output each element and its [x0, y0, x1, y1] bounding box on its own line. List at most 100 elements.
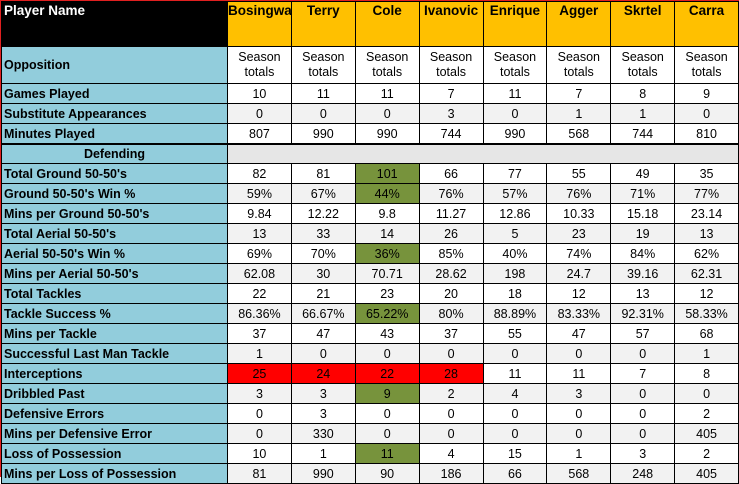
stat-label: Mins per Ground 50-50's	[1, 203, 228, 224]
stat-value-cell: 67%	[290, 183, 356, 204]
stat-label: Defensive Errors	[1, 403, 228, 424]
stat-value-cell: 0	[482, 103, 548, 124]
stat-value-cell: 9.8	[354, 203, 420, 224]
player-header-cell: Skrtel	[610, 1, 676, 47]
stat-row: Successful Last Man Tackle 1 0 0 0 0 0 0 1	[1, 343, 739, 364]
stat-value-cell: 9	[674, 83, 739, 104]
stat-value-cell: 59%	[227, 183, 292, 204]
stat-value-cell: 49	[610, 163, 676, 184]
stat-value-cell: 66	[482, 463, 548, 484]
stat-row: Mins per Aerial 50-50's 62.08 30 70.71 28.62…	[1, 263, 739, 284]
section-row: Defending	[1, 143, 739, 164]
stat-value-cell: 47	[546, 323, 612, 344]
stat-value-cell: 9	[354, 383, 420, 404]
stat-value-cell: 65.22%	[354, 303, 420, 324]
stat-value-cell: 0	[354, 343, 420, 364]
stat-value-cell: 23.14	[674, 203, 739, 224]
stat-value-cell: 26	[418, 223, 484, 244]
stat-value-cell: 10.33	[546, 203, 612, 224]
player-header-cell: Cole	[354, 1, 420, 47]
stat-value-cell: 3	[418, 103, 484, 124]
stat-value-cell: 12	[546, 283, 612, 304]
stat-label: Total Aerial 50-50's	[1, 223, 228, 244]
stat-value-cell: 43	[354, 323, 420, 344]
stat-value-cell: 68	[674, 323, 739, 344]
stat-value-cell: 0	[674, 103, 739, 124]
stat-value-cell: 744	[418, 123, 484, 145]
player-header-cell: Agger	[546, 1, 612, 47]
stat-value-cell: 990	[290, 463, 356, 484]
stat-label: Games Played	[1, 83, 228, 104]
stat-value-cell: 22	[227, 283, 292, 304]
stat-value-cell: 744	[610, 123, 676, 145]
stat-value-cell: 11	[354, 443, 420, 464]
stat-value-cell: 3	[290, 383, 356, 404]
player-header-cell: Carra	[674, 1, 739, 47]
stat-value-cell: 10	[227, 83, 292, 104]
stat-value-cell: 81	[227, 463, 292, 484]
stat-value-cell: 20	[418, 283, 484, 304]
stat-value-cell: 81	[290, 163, 356, 184]
stat-value-cell: 1	[610, 103, 676, 124]
stat-value-cell: 0	[354, 103, 420, 124]
stat-value-cell: 71%	[610, 183, 676, 204]
stat-value-cell: 62.08	[227, 263, 292, 284]
stat-label: Mins per Defensive Error	[1, 423, 228, 444]
stat-value-cell: 0	[610, 423, 676, 444]
stat-row: Total Ground 50-50's 82 81 101 66 77 55 49 35	[1, 163, 739, 184]
stat-row: Minutes Played 807 990 990 744 990 568 744 810	[1, 123, 739, 145]
opposition-row: Opposition Season totals Season totals S…	[1, 46, 739, 84]
player-header-cell: Terry	[290, 1, 356, 47]
stat-row: Total Tackles 22 21 23 20 18 12 13 12	[1, 283, 739, 304]
stat-value-cell: 4	[418, 443, 484, 464]
stat-value-cell: 83.33%	[546, 303, 612, 324]
stat-value-cell: 37	[227, 323, 292, 344]
header-row: Player Name Bosingwa Terry Cole Ivanovic…	[1, 1, 739, 47]
stat-value-cell: 11	[482, 83, 548, 104]
stat-value-cell: 3	[227, 383, 292, 404]
stat-value-cell: 12.22	[290, 203, 356, 224]
stat-value-cell: 0	[418, 403, 484, 424]
stat-value-cell: 37	[418, 323, 484, 344]
stat-row: Dribbled Past 3 3 9 2 4 3 0 0	[1, 383, 739, 404]
stat-row: Mins per Loss of Possession 81 990 90 186 66 5…	[1, 463, 739, 484]
stat-value-cell: 5	[482, 223, 548, 244]
opposition-value: Season totals	[674, 46, 739, 84]
stat-label: Minutes Played	[1, 123, 228, 145]
stat-row: Tackle Success % 86.36% 66.67% 65.22% 80% 88.…	[1, 303, 739, 324]
stat-row: Total Aerial 50-50's 13 33 14 26 5 23 19 13	[1, 223, 739, 244]
stat-value-cell: 28	[418, 363, 484, 384]
player-header-cell: Enrique	[482, 1, 548, 47]
stat-value-cell: 84%	[610, 243, 676, 264]
stat-value-cell: 62%	[674, 243, 739, 264]
stat-value-cell: 3	[546, 383, 612, 404]
stat-value-cell: 1	[290, 443, 356, 464]
section-fill	[227, 143, 739, 164]
stat-value-cell: 0	[482, 403, 548, 424]
stat-value-cell: 77	[482, 163, 548, 184]
stat-value-cell: 0	[354, 403, 420, 424]
stat-value-cell: 11	[546, 363, 612, 384]
stat-value-cell: 12	[674, 283, 739, 304]
stat-value-cell: 92.31%	[610, 303, 676, 324]
stat-value-cell: 86.36%	[227, 303, 292, 324]
stat-value-cell: 0	[610, 383, 676, 404]
stat-value-cell: 0	[546, 423, 612, 444]
stat-value-cell: 13	[674, 223, 739, 244]
stat-label: Total Tackles	[1, 283, 228, 304]
stat-value-cell: 0	[482, 423, 548, 444]
stat-value-cell: 11	[482, 363, 548, 384]
stat-row: Mins per Ground 50-50's 9.84 12.22 9.8 11.27…	[1, 203, 739, 224]
stat-row: Ground 50-50's Win % 59% 67% 44% 76% 57% 76% 71…	[1, 183, 739, 204]
stat-value-cell: 66.67%	[290, 303, 356, 324]
stat-value-cell: 0	[610, 403, 676, 424]
stat-value-cell: 62.31	[674, 263, 739, 284]
stat-value-cell: 186	[418, 463, 484, 484]
stat-value-cell: 7	[610, 363, 676, 384]
stat-value-cell: 70%	[290, 243, 356, 264]
stat-value-cell: 330	[290, 423, 356, 444]
stat-value-cell: 12.86	[482, 203, 548, 224]
stat-value-cell: 58.33%	[674, 303, 739, 324]
stat-value-cell: 990	[354, 123, 420, 145]
